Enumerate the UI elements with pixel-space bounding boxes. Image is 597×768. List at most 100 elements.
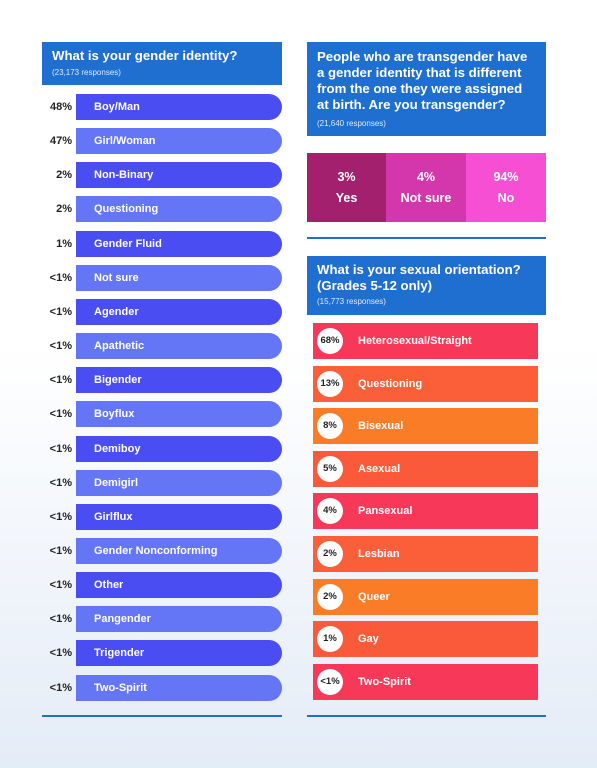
gender-bar: Girlflux — [76, 503, 282, 530]
gender-pct: <1% — [49, 340, 72, 353]
gender-bar: Gender Fluid — [76, 230, 282, 257]
orientation-header: What is your sexual orientation? (Grades… — [307, 256, 546, 315]
gender-header: What is your gender identity? (23,173 re… — [42, 42, 282, 85]
gender-row: 48% Boy/Man — [42, 94, 282, 120]
gender-row: <1% Gender Nonconforming — [42, 537, 282, 564]
orientation-responses: (15,773 responses) — [317, 297, 386, 306]
gender-pct: <1% — [49, 305, 72, 318]
orientation-label: Heterosexual/Straight — [358, 335, 472, 347]
gender-row: <1% Girlflux — [42, 503, 282, 530]
gender-row: <1% Agender — [42, 298, 282, 325]
transgender-responses: (21,640 responses) — [317, 119, 386, 128]
orientation-title: What is your sexual orientation? (Grades… — [317, 262, 521, 293]
orientation-pct: 68% — [317, 328, 343, 354]
gender-row: <1% Boyflux — [42, 401, 282, 428]
orientation-pct: 2% — [317, 541, 343, 567]
gender-pct: <1% — [49, 681, 72, 694]
gender-bar: Two-Spirit — [76, 674, 282, 701]
gender-row: 1% Gender Fluid — [42, 230, 282, 257]
transgender-header: People who are transgender have a gender… — [307, 42, 546, 136]
gender-row: <1% Demiboy — [42, 435, 282, 462]
gender-pct: <1% — [49, 544, 72, 557]
gender-row: <1% Two-Spirit — [42, 674, 282, 701]
orientation-pct: 1% — [317, 626, 343, 653]
gender-pct: 48% — [49, 101, 72, 113]
transgender-divider — [307, 237, 546, 239]
transgender-box: 4% Not sure — [386, 153, 466, 222]
orientation-row: 8% Bisexual — [313, 408, 538, 445]
gender-bar: Gender Nonconforming — [76, 537, 282, 564]
gender-row: <1% Other — [42, 572, 282, 599]
gender-row: 47% Girl/Woman — [42, 128, 282, 155]
orientation-row: 5% Asexual — [313, 450, 538, 487]
gender-bar: Trigender — [76, 640, 282, 667]
orientation-label: Questioning — [358, 377, 423, 390]
orientation-label: Lesbian — [358, 548, 400, 560]
gender-pct: 47% — [49, 135, 72, 148]
transgender-label: Not sure — [400, 191, 452, 205]
gender-row: <1% Trigender — [42, 640, 282, 667]
transgender-box: 94% No — [466, 153, 546, 222]
gender-bar: Bigender — [76, 367, 282, 394]
gender-pct: <1% — [49, 408, 72, 421]
gender-pct: 1% — [56, 237, 72, 250]
orientation-row: 4% Pansexual — [313, 493, 538, 530]
orientation-label: Queer — [358, 590, 390, 603]
gender-pct: 2% — [56, 203, 72, 216]
transgender-pct: 3% — [337, 170, 356, 184]
gender-bar: Not sure — [76, 264, 282, 291]
orientation-label: Two-Spirit — [358, 675, 411, 688]
orientation-label: Bisexual — [358, 420, 404, 433]
gender-pct: <1% — [49, 442, 72, 455]
orientation-label: Pansexual — [358, 505, 413, 518]
gender-row: <1% Not sure — [42, 264, 282, 291]
transgender-title: People who are transgender have a gender… — [317, 49, 528, 112]
gender-row: <1% Bigender — [42, 367, 282, 394]
gender-pct: <1% — [49, 476, 72, 489]
gender-row: <1% Pangender — [42, 606, 282, 633]
orientation-row: 68% Heterosexual/Straight — [313, 323, 538, 359]
orientation-label: Asexual — [358, 462, 401, 475]
gender-pct: <1% — [49, 271, 72, 284]
gender-pct: 2% — [56, 169, 72, 182]
gender-pct: <1% — [49, 374, 72, 387]
orientation-row: 13% Questioning — [313, 365, 538, 402]
orientation-row: 1% Gay — [313, 621, 538, 658]
gender-row: 2% Non-Binary — [42, 162, 282, 189]
orientation-pct: 4% — [317, 498, 343, 525]
gender-pct: <1% — [49, 647, 72, 660]
orientation-row: <1% Two-Spirit — [313, 663, 538, 700]
orientation-pct: 8% — [317, 413, 343, 440]
orientation-pct: 2% — [317, 583, 343, 610]
gender-title: What is your gender identity? — [52, 48, 238, 63]
transgender-pct: 4% — [416, 170, 436, 184]
orientation-pct: <1% — [317, 668, 343, 695]
orientation-pct: 5% — [317, 455, 343, 482]
orientation-pct: 13% — [317, 370, 343, 397]
gender-bar: Boyflux — [76, 401, 282, 428]
gender-responses: (23,173 responses) — [52, 68, 121, 77]
gender-bar: Non-Binary — [76, 162, 282, 189]
orientation-row: 2% Queer — [313, 578, 538, 615]
gender-pct: <1% — [49, 613, 72, 626]
gender-bar: Other — [76, 572, 282, 599]
gender-pct: <1% — [49, 579, 72, 592]
gender-divider — [42, 715, 282, 717]
gender-bar: Boy/Man — [76, 94, 282, 120]
gender-row: <1% Apathetic — [42, 333, 282, 360]
gender-pct: <1% — [49, 510, 72, 523]
gender-row: 2% Questioning — [42, 196, 282, 223]
transgender-pct: 94% — [493, 170, 519, 184]
orientation-divider — [307, 715, 546, 717]
transgender-label: Yes — [335, 191, 358, 205]
gender-bar: Apathetic — [76, 333, 282, 360]
transgender-box: 3% Yes — [307, 153, 386, 222]
gender-bar: Demigirl — [76, 469, 282, 496]
gender-bar: Girl/Woman — [76, 128, 282, 155]
transgender-label: No — [497, 191, 515, 205]
gender-bar: Agender — [76, 298, 282, 325]
gender-bar: Questioning — [76, 196, 282, 223]
gender-row: <1% Demigirl — [42, 469, 282, 496]
gender-bar: Pangender — [76, 606, 282, 633]
gender-bar: Demiboy — [76, 435, 282, 462]
